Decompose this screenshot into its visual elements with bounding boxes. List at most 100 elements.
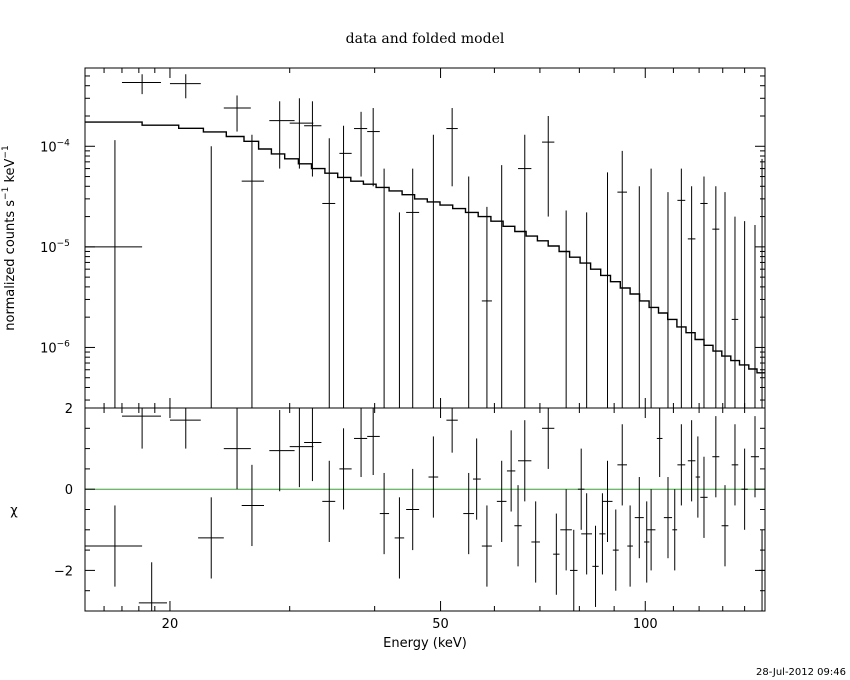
- data-point: [121, 74, 161, 95]
- y-tick-label: 2: [65, 402, 73, 417]
- residual-point: [496, 460, 507, 542]
- top-y-tick-labels: 10−410−510−6: [40, 138, 70, 356]
- residual-points: [85, 408, 765, 611]
- bottom-panel-ticks: [84, 407, 766, 612]
- residual-point: [560, 489, 572, 571]
- data-point: [731, 216, 739, 408]
- data-point: [406, 168, 420, 408]
- ylabel-sup-2: −1: [1, 145, 11, 158]
- residual-point: [646, 489, 656, 571]
- data-point: [169, 74, 201, 99]
- bottom-panel-frame: [84, 407, 766, 612]
- ylabel-sup-1: −1: [1, 187, 11, 200]
- residual-point: [741, 448, 748, 530]
- residual-point: [656, 408, 663, 478]
- residual-point: [223, 408, 251, 490]
- data-point: [677, 168, 686, 408]
- data-point: [542, 115, 555, 217]
- data-point: [700, 176, 708, 408]
- y-tick-exponent: −4: [57, 138, 71, 148]
- residual-point: [577, 448, 585, 530]
- y-tick-mantissa: 10: [40, 341, 57, 356]
- residual-point: [446, 408, 458, 453]
- top-panel-frame: [84, 67, 766, 409]
- residual-point: [463, 472, 475, 555]
- residual-point: [542, 408, 555, 469]
- residual-point: [599, 493, 606, 575]
- residual-point: [514, 485, 522, 567]
- residual-point: [481, 505, 492, 587]
- residual-point: [634, 477, 644, 559]
- data-point: [269, 101, 295, 169]
- data-point: [446, 108, 458, 187]
- data-point: [617, 150, 627, 408]
- residual-point: [553, 513, 560, 595]
- y-tick-exponent: −6: [57, 339, 71, 349]
- chart-title: data and folded model: [346, 31, 505, 47]
- residual-point: [518, 420, 532, 502]
- residual-point: [712, 416, 720, 498]
- bottom-tick-labels: 20−220 50 100: [54, 402, 658, 632]
- data-point: [367, 108, 380, 187]
- residual-point: [569, 529, 578, 611]
- top-panel-ticks: [84, 68, 766, 408]
- residual-panel: 20−220 50 100: [54, 402, 766, 632]
- y-tick-label: −2: [54, 564, 73, 579]
- residual-point: [731, 424, 739, 506]
- residual-point: [627, 505, 633, 587]
- y-tick-label: 10−5: [40, 239, 70, 256]
- residual-point: [721, 485, 729, 567]
- residual-point: [602, 460, 613, 542]
- residual-point: [700, 456, 708, 538]
- model-step-line: [85, 121, 765, 374]
- residual-point: [617, 424, 627, 506]
- x-tick-label: 20: [162, 617, 179, 632]
- residual-point: [663, 477, 673, 559]
- residual-point: [85, 505, 143, 587]
- data-point: [223, 95, 251, 132]
- residual-point: [428, 436, 439, 518]
- residual-point: [472, 438, 481, 520]
- residual-point: [750, 416, 760, 498]
- residual-point: [644, 501, 650, 583]
- data-point: [481, 206, 492, 408]
- residual-point: [322, 460, 336, 542]
- data-point: [712, 186, 720, 408]
- residual-point: [198, 497, 224, 579]
- data-point: [85, 140, 143, 408]
- residual-point: [612, 509, 619, 591]
- residual-point: [367, 408, 380, 475]
- residual-point: [592, 525, 599, 607]
- residual-point: [677, 424, 686, 506]
- x-axis-label: Energy (keV): [383, 636, 467, 651]
- y-tick-label: 10−6: [40, 339, 70, 356]
- x-tick-label: 50: [432, 617, 449, 632]
- residual-point: [379, 472, 390, 555]
- spectrum-panel: 10−410−510−6: [40, 67, 766, 409]
- residual-point: [672, 489, 678, 571]
- data-point: [339, 125, 352, 408]
- top-y-axis-label: normalized counts s−1 keV−1: [1, 145, 18, 330]
- residual-point: [241, 464, 265, 547]
- data-points: [85, 74, 763, 408]
- residual-point: [138, 562, 167, 611]
- data-point: [687, 186, 696, 408]
- timestamp: 28-Jul-2012 09:46: [756, 667, 846, 678]
- residual-point: [121, 408, 161, 449]
- residual-point: [339, 428, 352, 510]
- residual-point: [531, 501, 540, 583]
- y-tick-label: 10−4: [40, 138, 70, 155]
- data-point: [304, 101, 322, 177]
- model-curve: [85, 121, 765, 374]
- data-point: [322, 138, 336, 408]
- ylabel-main: normalized counts s: [3, 200, 18, 331]
- residual-point: [394, 497, 405, 579]
- residual-point: [406, 468, 420, 551]
- bottom-y-axis-label: χ: [10, 504, 18, 519]
- residual-point: [687, 420, 696, 502]
- data-point: [518, 134, 532, 408]
- y-tick-mantissa: 10: [40, 140, 57, 155]
- residual-point: [695, 436, 701, 518]
- residual-point: [354, 408, 368, 478]
